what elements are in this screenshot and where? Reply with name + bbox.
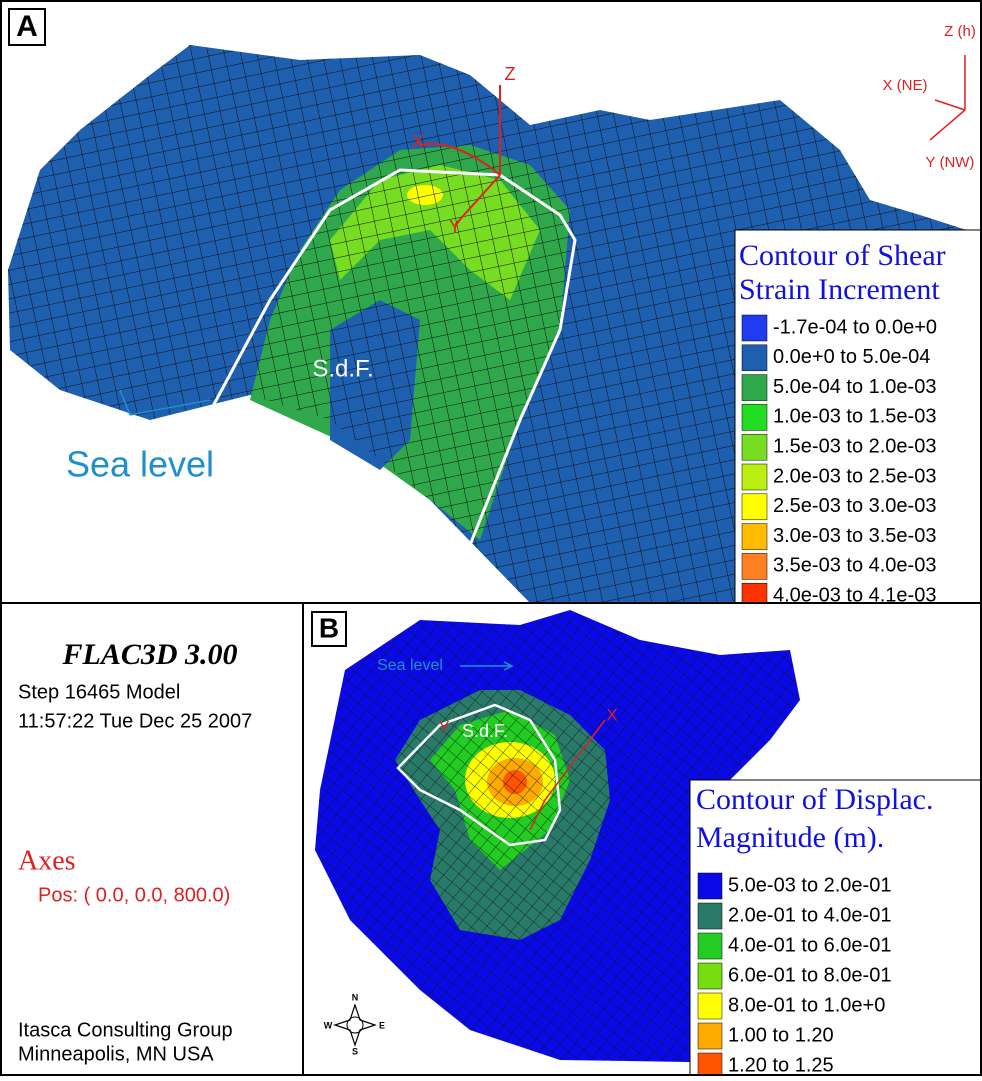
legend-label: 1.00 to 1.20 [728,1024,834,1046]
legend-label: 1.0e-03 to 1.5e-03 [773,406,936,428]
legend-label: 1.20 to 1.25 [728,1054,834,1076]
legend-title: Magnitude (m). [696,821,884,854]
legend-swatch [742,494,767,520]
legend-swatch [742,553,767,579]
fault-label: S.d.F. [462,721,508,741]
axis-label: Z (h) [944,23,976,40]
axes-pos: Pos: ( 0.0, 0.0, 800.0) [38,884,230,906]
legend-swatch [698,933,722,959]
legend-swatch [698,903,722,929]
compass-label: N [352,992,359,1002]
axis-label: Y (NW) [926,154,975,171]
sea-level-label: Sea level [66,444,214,485]
model-axis-label: Y [449,217,461,237]
legend-swatch [742,524,767,550]
legend-swatch [742,315,767,341]
panel-label: B [319,612,339,643]
legend-swatch [698,873,722,899]
legend-swatch [698,1053,722,1076]
legend-swatch [698,963,722,989]
legend-title: Contour of Displac. [696,783,933,816]
legend-label: 4.0e-01 to 6.0e-01 [728,934,891,956]
legend-label: 5.0e-04 to 1.0e-03 [773,376,936,398]
panel-b: Contour of Displac. Magnitude (m). 5.0e-03… [312,610,982,1076]
legend-swatch [742,375,767,401]
legend-label: 1.5e-03 to 2.0e-03 [773,435,936,457]
legend-swatch [742,434,767,460]
legend-label: 3.5e-03 to 4.0e-03 [773,555,936,577]
compass-label: W [324,1020,333,1030]
sea-level-label: Sea level [377,657,443,674]
company: Itasca Consulting Group [18,1019,233,1041]
step: Step 16465 Model [18,681,180,703]
legend-label: 0.0e+0 to 5.0e-04 [773,346,930,368]
legend-label: -1.7e-04 to 0.0e+0 [773,316,937,338]
legend-title: Strain Increment [739,273,940,306]
model-axis-label: Z [505,64,516,84]
legend-label: 2.5e-03 to 3.0e-03 [773,495,936,517]
legend-swatch [742,404,767,430]
legend-label: 2.0e-01 to 4.0e-01 [728,904,891,926]
orientation-axes [930,55,965,140]
model-axis-label: X [606,705,617,724]
panel-label: A [16,10,38,43]
info-panel: FLAC3D 3.00 Step 16465 Model 11:57:22 Tu… [18,638,252,1065]
legend-label: 5.0e-03 to 2.0e-01 [728,874,891,896]
legend-swatch [698,993,722,1019]
legend-label: 3.0e-03 to 3.5e-03 [773,525,936,547]
location: Minneapolis, MN USA [18,1043,214,1065]
legend-swatch [742,583,767,609]
compass-rose [335,1005,375,1045]
figure: Contour of ShearStrain Increment -1.7e-04… [0,0,982,1076]
compass-label: S [352,1046,358,1056]
legend-label: 8.0e-01 to 1.0e+0 [728,994,885,1016]
legend-title: Contour of Shear [739,239,946,272]
date: 11:57:22 Tue Dec 25 2007 [18,710,252,732]
program-name: FLAC3D 3.00 [61,638,237,671]
axis-label: X (NE) [883,77,928,94]
compass: N W E S [324,992,385,1056]
compass-label: E [379,1020,385,1030]
axes-title: Axes [18,845,76,876]
legend-label: 6.0e-01 to 8.0e-01 [728,964,891,986]
fault-label: S.d.F. [312,355,373,382]
model-axis-label: Y [438,717,449,736]
legend-swatch [698,1023,722,1049]
model-axis-label: X [412,132,424,152]
legend-swatch [742,464,767,490]
legend-swatch [742,345,767,371]
legend-label: 2.0e-03 to 2.5e-03 [773,465,936,487]
